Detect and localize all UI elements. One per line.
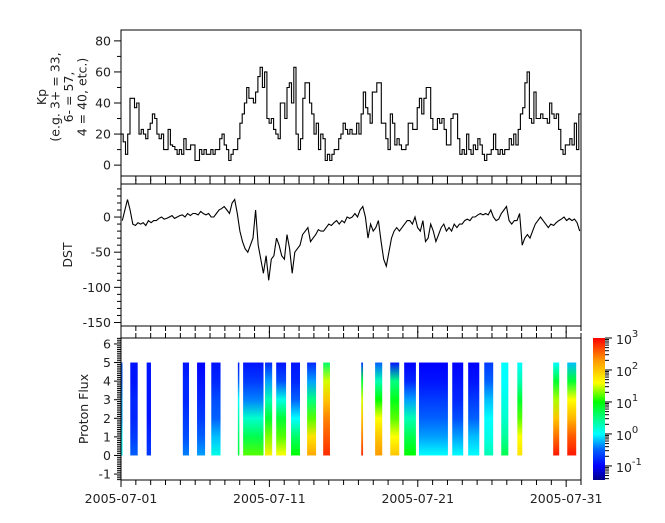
- colorbar-tick-label: 102: [616, 361, 638, 379]
- flux-segment: [484, 362, 494, 456]
- flux-segment: [182, 362, 190, 456]
- colorbar-tick-label: 10-1: [616, 457, 642, 475]
- y-axis-label-line: 6- = 57,: [61, 72, 76, 123]
- flux-segment: [243, 362, 264, 456]
- colorbar-tick-exponent: 3: [632, 329, 638, 340]
- flux-segment: [323, 362, 330, 456]
- colorbar-tick-label: 103: [616, 329, 638, 347]
- colorbar-tick-base: 10: [616, 460, 632, 475]
- plot-frame: [120, 183, 582, 327]
- plot-frame: [120, 29, 582, 177]
- y-tick-label: 0: [103, 448, 111, 463]
- flux-segment: [452, 362, 464, 456]
- y-tick-label: 80: [95, 33, 111, 48]
- flux-segment: [211, 362, 221, 456]
- colorbar-tick-base: 10: [616, 428, 632, 443]
- y-tick-label: 0: [103, 158, 111, 173]
- colorbar-tick-label: 100: [616, 425, 638, 443]
- y-tick-label: 0: [103, 210, 111, 225]
- colorbar-tick-exponent: 1: [632, 393, 638, 404]
- y-axis-label-line: (e.g. 3+ = 33,: [47, 52, 62, 141]
- flux-segment: [419, 362, 448, 456]
- x-tick-label: 2005-07-01: [85, 491, 158, 506]
- colorbar-tick-exponent: 0: [632, 425, 638, 436]
- flux-segment: [146, 362, 151, 456]
- flux-segment: [291, 362, 300, 456]
- dst-series-line: [121, 198, 581, 281]
- y-axis-label: Proton Flux: [76, 374, 91, 444]
- y-tick-label: 40: [95, 96, 111, 111]
- colorbar-tick-base: 10: [616, 332, 632, 347]
- y-axis-label: DST: [60, 242, 75, 268]
- colorbar-tick-base: 10: [616, 396, 632, 411]
- colorbar-tick-exponent: 2: [632, 361, 638, 372]
- x-tick-label: 2005-07-21: [381, 491, 454, 506]
- dst-panel: 0 -50 -100 -150 DST: [60, 177, 582, 333]
- colorbar-scale: [593, 338, 605, 480]
- y-tick-label: 6: [103, 336, 111, 351]
- flux-segment: [468, 362, 480, 456]
- flux-segment: [390, 362, 400, 456]
- flux-segment: [501, 362, 509, 456]
- colorbar-tick-label: 101: [616, 393, 638, 411]
- y-tick-label: 3: [103, 392, 111, 407]
- y-tick-label: 60: [95, 64, 111, 79]
- y-tick-label: 4: [103, 374, 111, 389]
- y-axis-label-line: 4 = 40, etc.): [74, 58, 89, 137]
- y-tick-label: 5: [103, 355, 111, 370]
- flux-segment: [121, 362, 123, 456]
- kp-series-line: [121, 66, 581, 162]
- y-tick-label: -100: [83, 280, 111, 295]
- flux-segment: [197, 362, 206, 456]
- proton-flux-panel: -1 0 1 2 3 4 5 6 Proton Flux 2005-07-01 2005-07-11…: [76, 331, 602, 506]
- flux-segment: [553, 362, 560, 456]
- flux-segment: [567, 362, 577, 456]
- y-tick-label: 20: [95, 127, 111, 142]
- y-axis-label-line: Kp: [34, 89, 49, 105]
- y-tick-label: -50: [91, 245, 111, 260]
- y-tick-label: -150: [83, 315, 111, 330]
- flux-segment: [276, 362, 287, 456]
- kp-panel: 0 20 40 60 80 Kp(e.g. 3+ = 33,6- = 57,4 = 40,…: [34, 29, 582, 183]
- flux-segment: [361, 362, 364, 456]
- plot-frame: [120, 337, 582, 481]
- x-tick-label: 2005-07-31: [530, 491, 603, 506]
- flux-segment: [517, 362, 523, 456]
- flux-segment: [130, 362, 138, 456]
- y-tick-label: 1: [103, 429, 111, 444]
- flux-segment: [265, 362, 273, 456]
- y-tick-label: 2: [103, 411, 111, 426]
- flux-segment: [307, 362, 317, 456]
- flux-segment: [237, 362, 240, 456]
- flux-segment: [404, 362, 416, 456]
- y-tick-label: -1: [99, 467, 111, 482]
- x-tick-label: 2005-07-11: [233, 491, 306, 506]
- flux-segment: [375, 362, 383, 456]
- colorbar-tick-exponent: -1: [632, 457, 642, 468]
- colorbar-tick-base: 10: [616, 364, 632, 379]
